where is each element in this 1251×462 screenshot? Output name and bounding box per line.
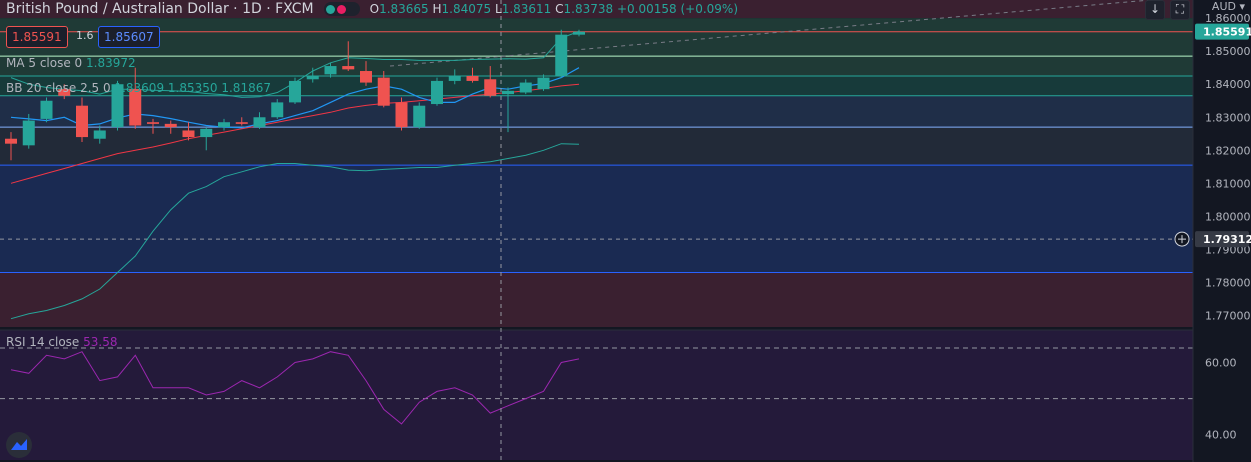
down-arrow-icon: ↓ — [1149, 2, 1161, 16]
change-value: +0.00158 (+0.09%) — [616, 2, 739, 16]
candle-body — [395, 102, 408, 128]
price-tick-label: 1.83000 — [1205, 111, 1251, 124]
rsi-line — [10, 351, 580, 425]
last-price-badge — [1195, 23, 1249, 40]
symbol-title[interactable]: British Pound / Australian Dollar · 1D ·… — [6, 1, 314, 17]
price-tick-label: 1.84000 — [1205, 78, 1251, 91]
candle-body — [289, 80, 301, 103]
rsi-background — [0, 330, 1193, 460]
candle-body — [200, 128, 213, 138]
candles — [5, 29, 585, 161]
candle-body — [164, 123, 177, 128]
status-dot-icon — [325, 4, 335, 14]
price-tick-label: 1.86000 — [1205, 12, 1251, 25]
symbol-name[interactable]: British Pound / Australian Dollar — [6, 1, 229, 17]
candle-body — [40, 100, 53, 119]
candle-body — [573, 31, 585, 35]
symbol-header: British Pound / Australian Dollar · 1D ·… — [6, 0, 738, 18]
candle-body — [76, 105, 88, 138]
currency-selector[interactable]: AUD ▾ — [1211, 0, 1245, 13]
price-axis[interactable]: 1.86000 1.85000 1.84000 1.83000 1.82000 1.810… — [1174, 0, 1251, 462]
candle-body — [93, 130, 106, 139]
candle-body — [182, 130, 195, 138]
buy-button[interactable]: 1.85607 — [98, 26, 160, 48]
candle-body — [253, 117, 266, 128]
candle-body — [147, 122, 159, 124]
candle-body — [466, 75, 479, 81]
low-value: 1.83611 — [501, 2, 552, 16]
fullscreen-button[interactable]: ⛶ — [1170, 0, 1190, 20]
candle-body — [377, 77, 390, 106]
spread-value: 1.6 — [76, 29, 94, 42]
candle-body — [235, 122, 248, 124]
price-tick-label: 1.77000 — [1205, 309, 1251, 322]
candle-body — [306, 75, 319, 80]
trend-line — [389, 0, 1151, 67]
price-tick-label: 1.85000 — [1205, 45, 1251, 58]
candle-body — [58, 89, 71, 96]
ma-value: 1.83972 — [86, 56, 136, 70]
ma-legend[interactable]: MA 5 close 0 1.83972 — [6, 56, 136, 70]
crosshair-price-badge — [1195, 231, 1249, 248]
price-tick-label: 1.82000 — [1205, 144, 1251, 157]
close-value: 1.83738 — [563, 2, 614, 16]
candle-body — [342, 66, 355, 70]
status-dot-icon — [336, 4, 346, 14]
price-tick-label: 1.78000 — [1205, 276, 1251, 289]
axis-background — [1193, 0, 1251, 462]
price-zone-background — [0, 0, 1193, 460]
candle-body — [111, 84, 124, 128]
logo-icon — [11, 439, 27, 450]
market-status-toggle[interactable] — [323, 2, 360, 16]
candle-body — [360, 71, 372, 83]
interval[interactable]: 1D — [242, 1, 262, 17]
price-zone — [0, 127, 1193, 166]
rsi-legend[interactable]: RSI 14 close 53.58 — [6, 335, 118, 349]
exchange: FXCM — [275, 1, 314, 17]
plus-circle-icon — [1178, 235, 1186, 244]
candle-body — [218, 122, 230, 128]
candle-body — [519, 82, 532, 93]
down-arrow-button[interactable]: ↓ — [1145, 0, 1165, 20]
sell-button[interactable]: 1.85591 — [6, 26, 68, 48]
candle-body — [324, 66, 337, 75]
fullscreen-icon: ⛶ — [1175, 2, 1185, 16]
price-tick-label: 1.81000 — [1205, 177, 1251, 190]
candle-body — [555, 34, 568, 76]
candle-body — [448, 75, 461, 81]
candle-body — [129, 89, 142, 126]
bb-legend[interactable]: BB 20 close 2.5 0 1.83609 1.85350 1.8186… — [6, 81, 271, 95]
candle-body — [271, 102, 284, 118]
open-value: 1.83665 — [379, 2, 429, 16]
ohlc-values: O1.83665 H1.84075 L1.83611 C1.83738 +0.0… — [369, 2, 739, 16]
price-zone — [0, 18, 1193, 76]
tradingview-logo[interactable] — [6, 432, 32, 458]
rsi-tick-label: 40.00 — [1205, 429, 1237, 442]
high-value: 1.84075 — [441, 2, 492, 16]
horizontal-levels — [0, 0, 1193, 400]
price-zone — [0, 165, 1193, 273]
last-price-label: 1.85591 — [1203, 26, 1251, 39]
price-zone — [0, 272, 1193, 327]
candle-body — [537, 77, 550, 90]
candle-body — [413, 105, 426, 128]
candle-body — [431, 80, 443, 105]
price-zone — [0, 0, 1193, 19]
candle-body — [5, 138, 17, 144]
rsi-pane — [10, 351, 580, 425]
price-zone — [0, 95, 1193, 128]
crosshair-price-label: 1.79312 — [1203, 233, 1251, 246]
rsi-tick-label: 60.00 — [1205, 357, 1237, 370]
candle-body — [22, 120, 35, 146]
bb-lower-line — [10, 143, 580, 320]
candle-body — [484, 79, 497, 96]
price-tick-label: 1.80000 — [1205, 210, 1251, 223]
candle-body — [502, 90, 514, 95]
rsi-value: 53.58 — [83, 335, 118, 349]
